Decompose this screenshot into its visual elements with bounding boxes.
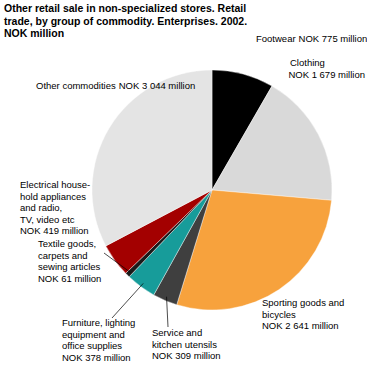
value-label: NOK 775 million <box>299 33 367 44</box>
slice-label: Other commodities <box>36 80 116 91</box>
value-label: NOK 2 641 million <box>262 320 339 331</box>
leader-line <box>104 253 130 272</box>
value-label: NOK 419 million <box>20 225 89 236</box>
value-label: NOK 61 million <box>38 273 101 284</box>
slice-label: Sporting goods andbicycles <box>262 297 344 320</box>
slice-label: Service andkitchen utensils <box>152 327 217 350</box>
chart: Other retail sale in non-specialized sto… <box>0 0 367 368</box>
slice-label: Electrical house-hold appliancesand radi… <box>20 179 90 225</box>
slice-label: Footwear <box>256 33 296 44</box>
slice-label: Furniture, lightingequipment andoffice s… <box>62 317 135 351</box>
value-label: NOK 378 million <box>62 352 131 363</box>
labels: FootwearNOK 775 million ClothingNOK 1 679… <box>20 33 367 363</box>
title: Other retail sale in non-specialized sto… <box>4 2 247 39</box>
value-label: NOK 1 679 million <box>288 69 365 80</box>
slice <box>212 86 332 200</box>
pie <box>92 70 332 310</box>
slice-label: Clothing <box>290 57 325 68</box>
leader-line <box>167 297 168 327</box>
value-label: NOK 3 044 million <box>119 80 196 91</box>
slice-label: Textile goods,carpets andsewing articles <box>38 238 101 272</box>
slice <box>92 70 212 246</box>
leader-line <box>112 283 143 318</box>
value-label: NOK 309 million <box>152 350 221 361</box>
